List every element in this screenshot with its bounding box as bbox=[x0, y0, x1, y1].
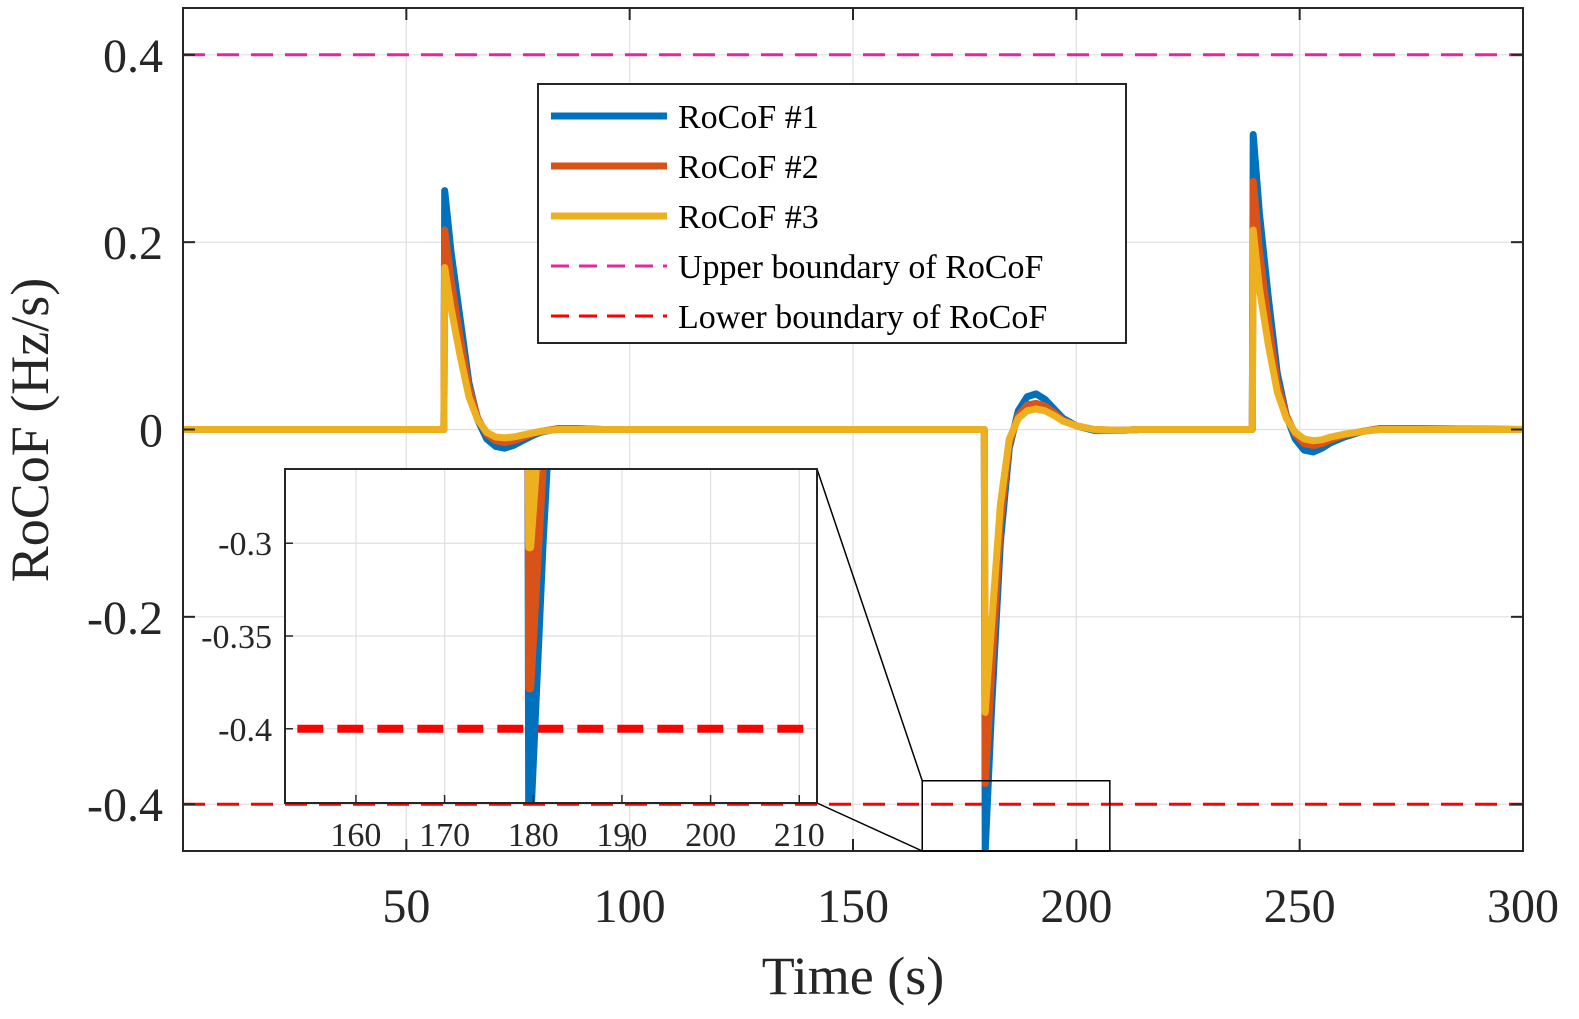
y-tick-label: 0 bbox=[139, 405, 163, 458]
inset-y-tick-label: -0.3 bbox=[218, 526, 272, 563]
zoom-connector-line bbox=[816, 802, 923, 852]
zoom-indicator bbox=[816, 468, 1111, 852]
y-tick-label: -0.4 bbox=[87, 779, 163, 832]
inset-x-tick-label: 180 bbox=[508, 817, 559, 854]
x-tick-label: 150 bbox=[817, 880, 889, 933]
inset-y-tick-label: -0.4 bbox=[218, 712, 272, 749]
inset-x-tick-label: 190 bbox=[596, 817, 647, 854]
legend: RoCoF #1 RoCoF #2 RoCoF #3 Upper boundary o… bbox=[537, 83, 1127, 344]
y-tick-label: 0.4 bbox=[103, 30, 163, 83]
series-line-rocof-3 bbox=[183, 226, 1523, 716]
x-tick-label: 100 bbox=[594, 880, 666, 933]
x-tick-label: 200 bbox=[1040, 880, 1112, 933]
legend-label-rocof-2: RoCoF #2 bbox=[678, 149, 819, 186]
inset-ticks: 160 170 180 190 200 210 -0.3 -0.35 -0.4 bbox=[201, 526, 825, 854]
x-axis-label: Time (s) bbox=[762, 946, 945, 1006]
inset-x-tick-label: 170 bbox=[419, 817, 470, 854]
series-line-rocof-1 bbox=[183, 131, 1523, 851]
zoom-connector-line bbox=[816, 468, 923, 781]
y-axis-label: RoCoF (Hz/s) bbox=[0, 278, 60, 583]
inset-x-tick-label: 200 bbox=[685, 817, 736, 854]
legend-label-rocof-1: RoCoF #1 bbox=[678, 99, 819, 136]
y-tick-label: 0.2 bbox=[103, 217, 163, 270]
main-series bbox=[183, 131, 1523, 851]
x-tick-label: 50 bbox=[382, 880, 430, 933]
x-tick-label: 300 bbox=[1487, 880, 1559, 933]
inset-x-tick-label: 160 bbox=[330, 817, 381, 854]
y-tick-label: -0.2 bbox=[87, 592, 163, 645]
legend-label-lower-boundary-of-rocof: Lower boundary of RoCoF bbox=[678, 299, 1047, 336]
legend-label-rocof-3: RoCoF #3 bbox=[678, 199, 819, 236]
x-tick-label: 250 bbox=[1264, 880, 1336, 933]
inset-x-tick-label: 210 bbox=[774, 817, 825, 854]
inset-y-tick-label: -0.35 bbox=[201, 619, 272, 656]
boundary-lines bbox=[183, 53, 1523, 806]
legend-label-upper-boundary-of-rocof: Upper boundary of RoCoF bbox=[678, 249, 1043, 286]
zoom-rectangle bbox=[921, 780, 1111, 852]
main-ticks: 50 100 150 200 250 300 0.4 0.2 0 -0.2 -0.4 bbox=[87, 8, 1559, 933]
